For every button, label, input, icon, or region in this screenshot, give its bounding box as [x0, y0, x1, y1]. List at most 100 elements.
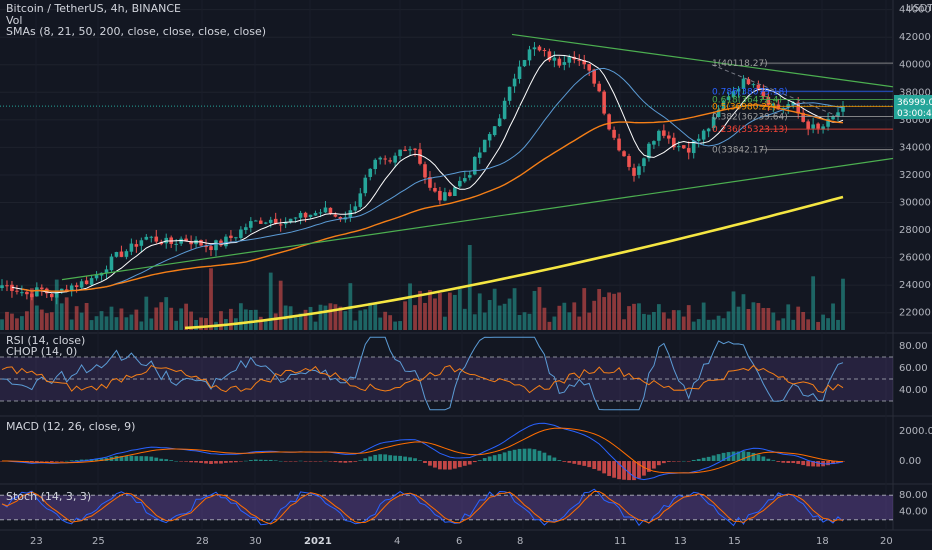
volume-bars	[0, 245, 845, 330]
candle-body	[642, 158, 646, 167]
macd-hist-bar	[49, 461, 54, 462]
candle-body	[184, 238, 188, 241]
volume-bar	[462, 308, 467, 330]
macd-hist-bar	[308, 461, 313, 462]
volume-bar	[647, 314, 651, 330]
sma-50-line	[21, 104, 844, 292]
candle-body	[701, 130, 706, 140]
candle-body	[174, 243, 178, 245]
sma-200-line	[184, 195, 844, 330]
candle-body	[119, 251, 124, 257]
volume-bar	[791, 319, 796, 330]
macd-hist-bar	[79, 459, 84, 461]
candle-body	[204, 245, 208, 248]
candle-body	[388, 160, 392, 162]
vol-label: Vol	[6, 14, 22, 27]
candle-body	[189, 241, 193, 245]
fib-label: 1(40118.27)	[712, 59, 768, 69]
volume-bar	[706, 319, 711, 330]
volume-bar	[567, 312, 572, 330]
macd-tick: 2000.00	[899, 426, 932, 437]
macd-hist-bar	[363, 458, 368, 461]
candle-body	[497, 118, 502, 127]
macd-hist-bar	[701, 457, 706, 461]
time-tick: 4	[394, 536, 400, 547]
volume-bar	[94, 316, 99, 330]
volume-bar	[557, 305, 562, 330]
macd-hist-bar	[174, 460, 179, 462]
candle-body	[826, 118, 830, 127]
volume-bar	[238, 303, 243, 330]
volume-bar	[408, 283, 412, 330]
volume-bar	[507, 298, 512, 330]
volume-bar	[826, 318, 830, 330]
macd-hist-bar	[607, 461, 612, 476]
volume-bar	[139, 321, 144, 330]
candle-body	[806, 121, 810, 129]
candle-body	[582, 60, 587, 65]
countdown: 03:00:46	[897, 109, 932, 119]
candle-body	[149, 236, 154, 238]
volume-bar	[313, 321, 318, 330]
volume-bar	[656, 304, 661, 330]
macd-hist-bar	[811, 461, 816, 467]
candle-body	[547, 51, 552, 61]
stoch-title: Stoch (14, 3, 3)	[6, 490, 91, 503]
sma-8-line	[11, 54, 844, 294]
time-tick: 25	[92, 536, 105, 547]
macd-hist-bar	[74, 460, 79, 461]
macd-hist-bar	[303, 461, 308, 462]
macd-hist-bar	[786, 461, 791, 463]
volume-bar	[477, 293, 482, 330]
volume-bar	[10, 313, 14, 330]
volume-bar	[691, 321, 696, 330]
candle-body	[30, 293, 34, 298]
macd-hist-bar	[348, 461, 353, 463]
candle-body	[219, 240, 223, 246]
macd-hist-bar	[388, 455, 393, 461]
candle-body	[94, 274, 99, 279]
candle-body	[756, 84, 761, 91]
volume-bar	[104, 316, 109, 330]
macd-hist-bar	[622, 461, 626, 480]
candle-body	[74, 285, 79, 287]
macd-hist-bar	[691, 459, 696, 461]
volume-bar	[194, 319, 198, 330]
macd-hist-bar	[318, 461, 323, 462]
trendlines	[0, 33, 894, 281]
volume-bar	[731, 291, 736, 330]
candle-body	[323, 207, 328, 213]
macd-hist-bar	[159, 458, 164, 461]
macd-hist-bar	[751, 452, 756, 461]
candle-body	[761, 91, 766, 97]
candle-body	[667, 135, 671, 139]
candle-body	[696, 138, 701, 142]
macd-hist-bar	[0, 461, 4, 462]
volume-bar	[144, 296, 149, 330]
volume-bar	[497, 305, 502, 330]
macd-hist-bar	[457, 461, 462, 468]
volume-bar	[74, 306, 79, 330]
candle-body	[134, 244, 139, 247]
stoch-tick: 40.00	[899, 507, 928, 518]
macd-hist-bar	[378, 454, 383, 461]
volume-bar	[204, 318, 208, 330]
volume-bar	[149, 318, 154, 330]
macd-hist-bar	[229, 461, 233, 463]
time-tick: 20	[880, 536, 893, 547]
macd-hist-bar	[353, 461, 358, 462]
macd-hist-bar	[686, 461, 691, 462]
candle-body	[672, 137, 676, 148]
volume-bar	[219, 311, 223, 330]
time-tick: 11	[614, 536, 627, 547]
candle-body	[622, 151, 626, 157]
candle-body	[35, 287, 39, 297]
volume-bar	[592, 300, 597, 330]
macd-hist-bar	[423, 461, 427, 464]
volume-bar	[622, 319, 626, 330]
candle-body	[482, 139, 487, 153]
time-tick: 23	[30, 536, 43, 547]
candle-body	[736, 89, 741, 92]
